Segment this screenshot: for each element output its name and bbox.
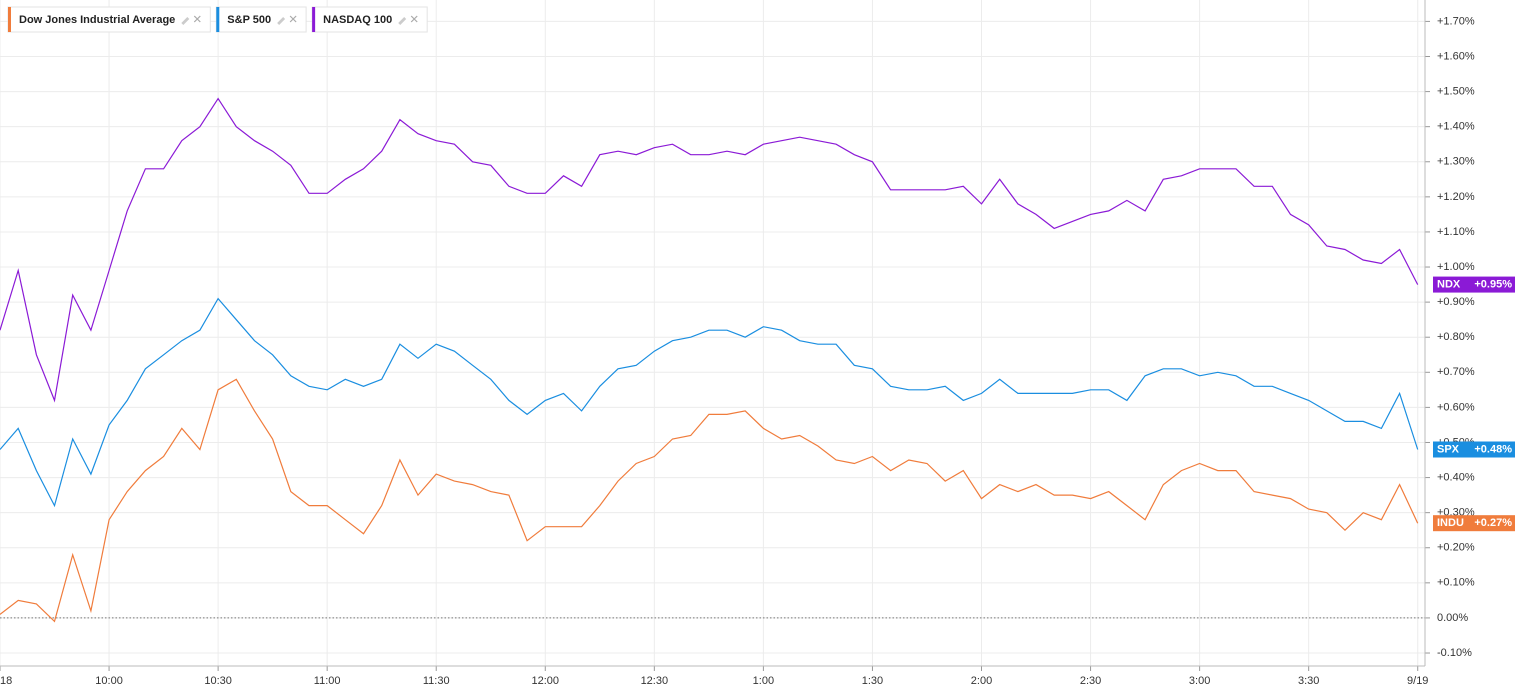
y-tick-label: +1.30%	[1437, 156, 1475, 168]
legend-icon	[398, 17, 407, 25]
x-tick-label: 3:30	[1298, 675, 1319, 687]
price-tag-value: +0.48%	[1474, 443, 1512, 455]
legend-label: Dow Jones Industrial Average	[19, 14, 175, 26]
price-tag	[1433, 515, 1515, 532]
x-tick-label: 12:30	[641, 675, 669, 687]
legend-close[interactable]	[289, 15, 297, 23]
x-tick-label: 10:30	[204, 675, 232, 687]
y-tick-label: +1.20%	[1437, 191, 1475, 203]
price-tag	[1433, 276, 1515, 293]
x-tick-label: 11:00	[314, 675, 341, 687]
y-tick-label: +1.00%	[1437, 261, 1475, 273]
price-tag-symbol: INDU	[1437, 517, 1464, 529]
y-tick-label: +0.10%	[1437, 577, 1475, 589]
price-tag-value: +0.27%	[1474, 517, 1512, 529]
legend-box	[215, 6, 307, 33]
x-tick-label: 1:00	[753, 675, 774, 687]
y-tick-label: +0.90%	[1437, 296, 1475, 308]
legend-swatch	[8, 7, 11, 32]
y-tick-label: +1.50%	[1437, 85, 1475, 97]
x-tick-label: 2:30	[1080, 675, 1101, 687]
x-tick-label: 1:30	[862, 675, 883, 687]
y-tick-label: 0.00%	[1437, 612, 1468, 624]
y-tick-label: +0.60%	[1437, 401, 1475, 413]
y-tick-label: +1.60%	[1437, 50, 1475, 62]
price-tag-symbol: SPX	[1437, 443, 1460, 455]
series-line	[0, 297, 1419, 508]
legend-box	[7, 6, 211, 33]
x-tick-label: 10:00	[95, 675, 123, 687]
series-line	[0, 378, 1419, 623]
x-tick-label: 9/19	[1407, 675, 1428, 687]
y-tick-label: +0.40%	[1437, 471, 1475, 483]
y-tick-label: +0.70%	[1437, 366, 1475, 378]
price-tag-value: +0.95%	[1474, 278, 1512, 290]
legend-icon	[181, 17, 190, 25]
legend-swatch	[312, 7, 316, 32]
legend-item[interactable]: NASDAQ 100	[311, 6, 428, 33]
y-tick-label: +1.70%	[1437, 15, 1475, 27]
price-tag	[1433, 441, 1515, 458]
x-tick-label: 11:30	[423, 675, 450, 687]
legend-close[interactable]	[193, 15, 201, 23]
price-tag-symbol: NDX	[1437, 278, 1461, 290]
x-tick-label: 18	[0, 675, 12, 687]
legend-label: NASDAQ 100	[323, 14, 392, 26]
legend-close[interactable]	[410, 15, 418, 23]
y-tick-label: +1.40%	[1437, 121, 1475, 133]
y-tick-label: -0.10%	[1437, 647, 1472, 659]
x-tick-label: 3:00	[1189, 675, 1210, 687]
legend-box	[311, 6, 428, 33]
legend-label: S&P 500	[227, 14, 271, 26]
legend-item[interactable]: Dow Jones Industrial Average	[7, 6, 211, 33]
y-tick-label: +1.10%	[1437, 226, 1475, 238]
x-tick-label: 12:00	[532, 675, 560, 687]
x-tick-label: 2:00	[971, 675, 992, 687]
legend-swatch	[216, 7, 220, 32]
series-line	[0, 97, 1419, 403]
y-tick-label: +0.20%	[1437, 542, 1475, 554]
legend-item[interactable]: S&P 500	[215, 6, 307, 33]
legend-icon	[277, 17, 286, 25]
y-tick-label: +0.80%	[1437, 331, 1475, 343]
